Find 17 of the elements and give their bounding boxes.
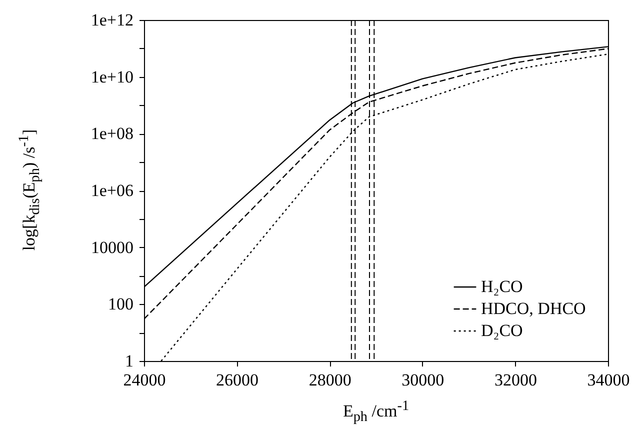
y-tick-label: 100 — [108, 294, 134, 314]
legend-label: H₂CO — [481, 277, 523, 296]
x-tick-label: 24000 — [123, 370, 166, 390]
x-tick-label: 26000 — [216, 370, 259, 390]
y-tick-label: 1 — [125, 352, 134, 370]
x-tick-label: 30000 — [402, 370, 444, 390]
y-tick-label: 10000 — [91, 238, 134, 257]
legend-label: D₂CO — [481, 321, 523, 340]
x-tick-label: 34000 — [587, 370, 630, 390]
y-tick-label: 1e+12 — [90, 10, 134, 30]
legend-label: HDCO, DHCO — [481, 299, 586, 318]
y-tick-label: 1e+08 — [90, 124, 134, 144]
y-tick-label: 1e+06 — [90, 181, 134, 200]
x-axis-title: E$_{ph}$ /cm$^{-1}$ — [342, 398, 410, 426]
x-tick-label: 28000 — [308, 370, 352, 390]
y-tick-label: 1e+10 — [90, 67, 134, 86]
x-tick-label: 32000 — [494, 370, 537, 390]
